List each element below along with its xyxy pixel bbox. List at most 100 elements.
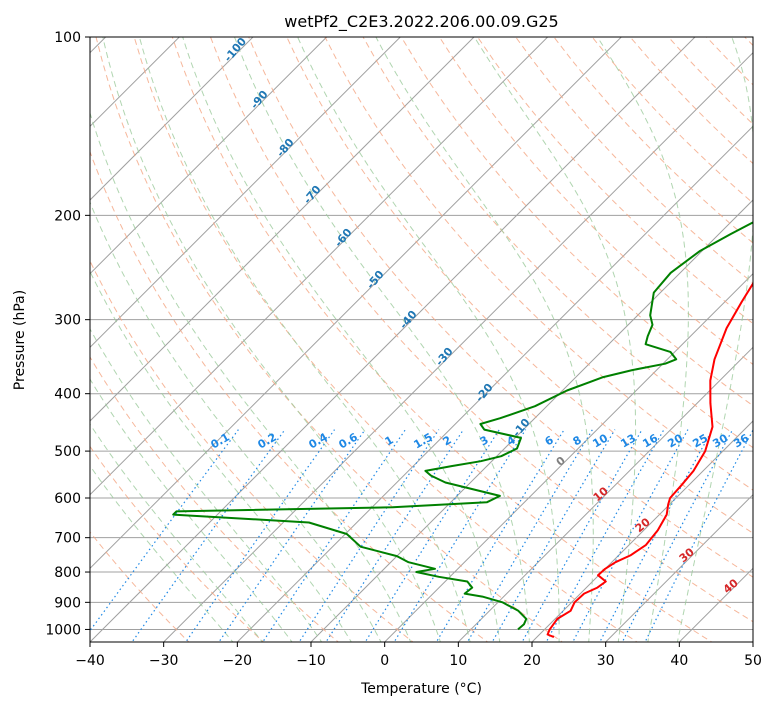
moist-adiabat-line bbox=[90, 378, 293, 642]
mixing-ratio-line bbox=[218, 429, 366, 642]
mixing-ratio-line bbox=[435, 429, 565, 642]
moist-adiabat-line bbox=[676, 37, 753, 642]
y-tick-label: 500 bbox=[54, 444, 81, 460]
moist-adiabat-line bbox=[90, 201, 382, 642]
moist-adiabat-label: -30 bbox=[433, 345, 456, 369]
moist-adiabat-line bbox=[375, 37, 594, 642]
moist-adiabat-label: -70 bbox=[301, 183, 324, 207]
background-lines bbox=[90, 37, 753, 642]
mixing-ratio-line bbox=[393, 429, 527, 642]
y-tick-label: 200 bbox=[54, 208, 81, 224]
dry-adiabat-line bbox=[553, 37, 753, 244]
mixing-ratio-label: 16 bbox=[640, 431, 660, 450]
temperature-profile-line bbox=[546, 281, 753, 639]
plot-frame bbox=[89, 36, 754, 643]
x-tick-label: 40 bbox=[670, 653, 688, 669]
isotherm-line bbox=[310, 199, 753, 642]
x-tick-label: −30 bbox=[149, 653, 179, 669]
dry-adiabat-line bbox=[95, 37, 564, 642]
mixing-ratio-line bbox=[599, 429, 713, 642]
x-tick-label: 50 bbox=[744, 653, 762, 669]
dry-adiabat-label: 10 bbox=[591, 484, 611, 504]
x-tick-label: 20 bbox=[523, 653, 541, 669]
mixing-ratio-label: 8 bbox=[571, 433, 584, 448]
isotherm-line bbox=[90, 37, 623, 570]
moist-adiabat-label: -40 bbox=[397, 308, 420, 332]
isotherm-line bbox=[90, 37, 475, 422]
mixing-ratio-line bbox=[364, 429, 500, 642]
isotherm-line bbox=[90, 37, 402, 349]
moist-adiabat-line bbox=[138, 37, 471, 642]
dry-adiabat-line bbox=[133, 37, 638, 642]
moist-adiabat-line bbox=[297, 37, 560, 642]
moist-adiabat-line bbox=[90, 111, 412, 642]
mixing-ratio-line bbox=[325, 429, 464, 642]
dry-adiabat-line bbox=[248, 37, 753, 578]
isotherm-line bbox=[604, 493, 753, 642]
moist-adiabat-line bbox=[473, 37, 637, 642]
dry-adiabat-line bbox=[477, 37, 753, 325]
dry-adiabat-line bbox=[744, 37, 753, 47]
mixing-ratio-line bbox=[521, 429, 643, 642]
x-tick-label: 0 bbox=[380, 653, 389, 669]
dry-adiabat-line bbox=[90, 150, 489, 642]
moist-adiabat-line bbox=[90, 270, 352, 642]
y-tick-label: 600 bbox=[54, 491, 81, 507]
mixing-ratio-line bbox=[262, 429, 406, 642]
moist-adiabat-label: -80 bbox=[274, 136, 297, 160]
dry-adiabat-line bbox=[90, 259, 414, 642]
isotherm-line bbox=[457, 346, 753, 642]
y-tick-label: 300 bbox=[54, 313, 81, 329]
x-tick-label: −40 bbox=[75, 653, 105, 669]
x-tick-label: −10 bbox=[296, 653, 326, 669]
mixing-ratio-label: 10 bbox=[590, 431, 610, 450]
dry-adiabat-line bbox=[515, 37, 753, 284]
isotherm-line bbox=[383, 272, 753, 642]
mixing-ratio-line bbox=[621, 429, 734, 642]
mixing-ratio-line bbox=[466, 429, 593, 642]
moist-adiabat-line bbox=[90, 464, 234, 642]
profile-lines bbox=[172, 221, 753, 639]
mixing-ratio-line bbox=[572, 429, 689, 642]
moist-adiabat-line bbox=[596, 37, 689, 642]
x-axis: −40 −30 −20 −10 0 10 20 30 40 50 bbox=[75, 642, 762, 669]
y-tick-label: 100 bbox=[54, 30, 81, 46]
isotherm-line bbox=[162, 51, 753, 642]
isotherm-line bbox=[90, 37, 181, 128]
x-tick-label: 30 bbox=[597, 653, 615, 669]
isotherm-line bbox=[90, 37, 696, 642]
moist-adiabat-label: -20 bbox=[473, 381, 496, 405]
dry-adiabat-line bbox=[171, 37, 713, 642]
y-axis-label: Pressure (hPa) bbox=[12, 290, 28, 390]
moist-adiabat-line bbox=[182, 37, 501, 642]
moist-adiabat-line bbox=[102, 37, 441, 642]
moist-adiabat-line bbox=[90, 423, 264, 642]
dry-adiabat-line bbox=[438, 37, 753, 366]
moist-adiabat-label: -60 bbox=[332, 226, 355, 250]
mixing-ratio-line bbox=[185, 429, 335, 642]
isotherm-line bbox=[90, 37, 328, 275]
isotherm-line bbox=[90, 37, 549, 496]
y-tick-label: 1000 bbox=[45, 622, 81, 638]
y-tick-label: 800 bbox=[54, 565, 81, 581]
y-axis: 100 200 300 400 500 600 700 800 900 1000 bbox=[45, 30, 90, 638]
chart-title: wetPf2_C2E3.2022.206.00.09.G25 bbox=[284, 12, 558, 32]
dewpoint-profile-line bbox=[172, 221, 753, 631]
moist-adiabat-label: -100 bbox=[221, 35, 249, 65]
isotherm-line bbox=[531, 420, 753, 642]
y-tick-label: 900 bbox=[54, 595, 81, 611]
mixing-ratio-label: 1 bbox=[383, 433, 396, 448]
x-axis-label: Temperature (°C) bbox=[360, 681, 482, 697]
dry-adiabat-line bbox=[362, 37, 753, 449]
mixing-ratio-line bbox=[644, 429, 753, 642]
dry-adiabat-line bbox=[210, 37, 753, 623]
moist-adiabat-line bbox=[90, 327, 323, 642]
y-tick-label: 400 bbox=[54, 387, 81, 403]
y-tick-label: 700 bbox=[54, 531, 81, 547]
isotherm-line bbox=[752, 641, 753, 642]
moist-adiabat-line bbox=[233, 37, 530, 642]
mixing-ratio-line bbox=[90, 429, 239, 632]
dry-adiabat-line bbox=[90, 531, 190, 642]
mixing-ratio-label: 0.4 bbox=[307, 430, 331, 451]
